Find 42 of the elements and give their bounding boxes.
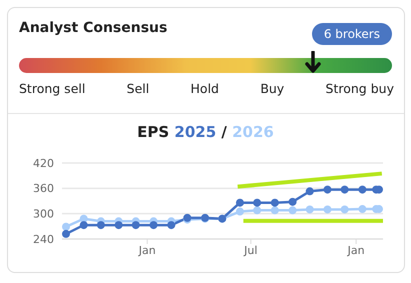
point <box>80 221 88 230</box>
point <box>340 186 349 194</box>
point <box>270 206 279 214</box>
y-tick-label: 240 <box>33 232 54 246</box>
point <box>132 221 140 230</box>
point <box>62 222 70 231</box>
point <box>236 208 244 216</box>
y-tick-label: 420 <box>33 156 54 170</box>
point <box>306 205 314 214</box>
point <box>150 221 158 230</box>
category-label: Strong sell <box>19 81 86 96</box>
point <box>253 198 262 207</box>
text: 2025 <box>174 123 216 141</box>
category-label: Buy <box>260 81 284 96</box>
x-tick-label: Jan <box>138 244 156 257</box>
y-tick-label: 300 <box>33 208 54 221</box>
point <box>288 198 297 206</box>
point <box>323 205 332 214</box>
point <box>270 198 279 207</box>
text: / <box>220 123 227 141</box>
point <box>96 221 105 230</box>
point <box>358 186 366 194</box>
category-label: Sell <box>126 81 150 96</box>
chart-title: EPS <box>137 123 170 141</box>
point <box>340 205 349 214</box>
text: Analyst Consensus <box>19 20 168 36</box>
point <box>62 230 70 238</box>
point <box>306 187 314 196</box>
point <box>288 206 297 214</box>
point <box>323 186 332 194</box>
point <box>358 205 366 214</box>
point <box>253 206 262 214</box>
category-label: Strong buy <box>326 81 394 96</box>
x-tick-label: Jul <box>243 244 258 257</box>
point <box>167 221 176 230</box>
text: 2026 <box>231 123 274 141</box>
point <box>114 221 123 230</box>
x-tick-label: Jan <box>346 244 365 257</box>
text: 6 brokers <box>312 23 392 45</box>
y-tick-label: 360 <box>33 182 54 196</box>
category-label: Hold <box>190 81 219 96</box>
point <box>236 198 244 207</box>
